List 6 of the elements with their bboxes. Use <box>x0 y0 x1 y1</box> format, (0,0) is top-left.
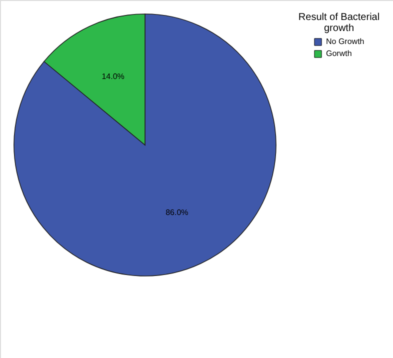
data-label: 14.0% <box>102 72 124 82</box>
pie-slice <box>14 14 276 276</box>
legend-label: No Growth <box>326 37 364 46</box>
legend-title: Result of Bacterial growth <box>298 12 380 34</box>
legend-label: Gorwth <box>326 49 352 58</box>
data-label: 86.0% <box>166 208 188 217</box>
